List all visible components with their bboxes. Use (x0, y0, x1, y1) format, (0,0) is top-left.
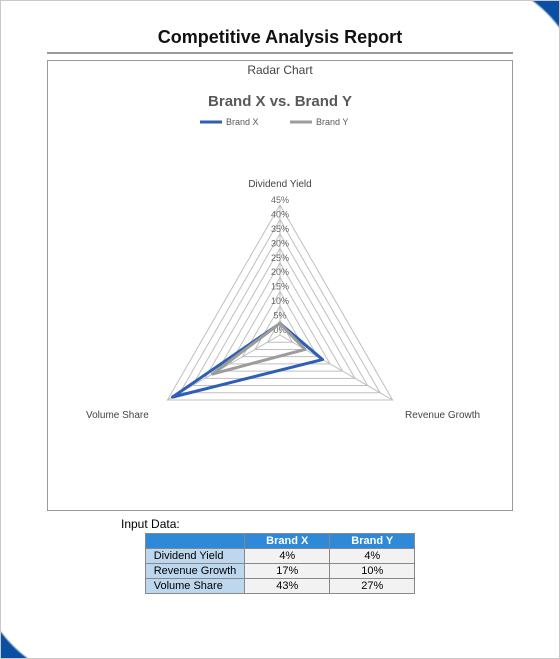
radar-svg: Brand X vs. Brand YBrand XBrand Y0%5%10%… (50, 80, 510, 510)
table-row-label: Dividend Yield (145, 549, 245, 564)
table-row: Volume Share 43% 27% (145, 579, 415, 594)
table-row: Dividend Yield 4% 4% (145, 549, 415, 564)
svg-text:40%: 40% (271, 209, 289, 219)
table-cell: 4% (245, 549, 330, 564)
svg-text:30%: 30% (271, 238, 289, 248)
table-header-row: Brand X Brand Y (145, 534, 415, 549)
svg-text:Revenue Growth: Revenue Growth (405, 410, 480, 421)
table-row-label: Volume Share (145, 579, 245, 594)
table-col-header: Brand Y (330, 534, 415, 549)
chart-caption: Radar Chart (48, 61, 512, 80)
table-corner-cell (145, 534, 245, 549)
svg-text:10%: 10% (271, 296, 289, 306)
table-row: Revenue Growth 17% 10% (145, 564, 415, 579)
table-col-header: Brand X (245, 534, 330, 549)
table-cell: 17% (245, 564, 330, 579)
table-cell: 4% (330, 549, 415, 564)
input-data-label: Input Data: (121, 517, 559, 531)
svg-text:Brand X vs. Brand Y: Brand X vs. Brand Y (208, 93, 352, 110)
svg-text:Dividend Yield: Dividend Yield (248, 179, 311, 190)
input-data-table: Brand X Brand Y Dividend Yield 4% 4% Rev… (145, 533, 416, 594)
svg-text:15%: 15% (271, 282, 289, 292)
report-page: Competitive Analysis Report Radar Chart … (0, 0, 560, 659)
chart-container: Radar Chart Brand X vs. Brand Y Brand X Br… (47, 60, 513, 511)
svg-text:35%: 35% (271, 224, 289, 234)
svg-text:Volume Share: Volume Share (86, 410, 149, 421)
svg-text:20%: 20% (271, 267, 289, 277)
table-cell: 10% (330, 564, 415, 579)
decor-swoosh-bottom-left (0, 538, 121, 659)
radar-chart: Brand X vs. Brand YBrand XBrand Y0%5%10%… (48, 80, 512, 510)
svg-text:25%: 25% (271, 253, 289, 263)
svg-text:Brand X: Brand X (226, 117, 259, 127)
table-cell: 27% (330, 579, 415, 594)
table-row-label: Revenue Growth (145, 564, 245, 579)
svg-text:45%: 45% (271, 195, 289, 205)
svg-text:5%: 5% (273, 311, 286, 321)
table-cell: 43% (245, 579, 330, 594)
svg-text:Brand Y: Brand Y (316, 117, 348, 127)
